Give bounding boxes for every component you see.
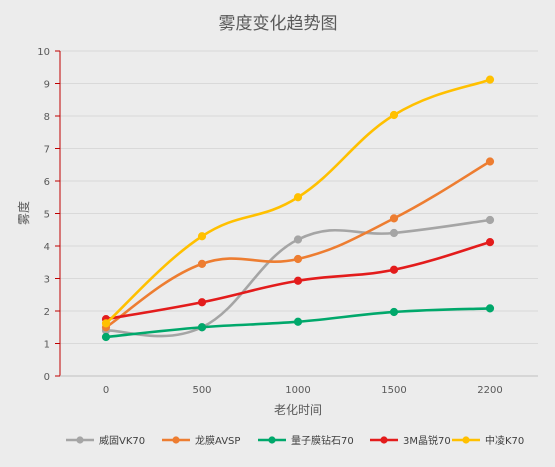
legend: 威固VK70 龙膜AVSP 量子膜钻石70 3M晶锐70 中凌K70 bbox=[66, 434, 524, 447]
data-point bbox=[197, 298, 207, 307]
y-axis-label: 雾度 bbox=[16, 201, 31, 225]
data-point bbox=[485, 75, 495, 84]
data-point bbox=[197, 323, 207, 332]
legend-swatch-marker bbox=[268, 436, 276, 444]
data-point bbox=[485, 238, 495, 247]
data-point bbox=[101, 332, 111, 342]
data-point bbox=[293, 276, 303, 285]
legend-swatch-marker bbox=[76, 436, 84, 444]
data-point bbox=[485, 157, 495, 166]
legend-label: 3M晶锐70 bbox=[403, 434, 451, 447]
y-tick-label: 6 bbox=[44, 177, 50, 188]
data-point bbox=[485, 215, 495, 225]
data-point bbox=[389, 307, 399, 317]
y-tick-label: 0 bbox=[44, 372, 50, 383]
legend-label: 量子膜钻石70 bbox=[291, 434, 354, 447]
series-4 bbox=[101, 75, 495, 328]
gridlines bbox=[60, 50, 538, 344]
legend-item: 龙膜AVSP bbox=[162, 434, 240, 447]
y-tick-label: 5 bbox=[44, 210, 50, 221]
data-point bbox=[101, 319, 111, 328]
series-lines bbox=[101, 75, 495, 342]
legend-item: 中凌K70 bbox=[452, 434, 524, 447]
legend-item: 威固VK70 bbox=[66, 434, 145, 447]
chart-title: 雾度变化趋势图 bbox=[219, 14, 338, 34]
series-1 bbox=[101, 157, 495, 332]
x-tick-labels: 0 500 1000 1500 2200 bbox=[103, 385, 503, 396]
data-point bbox=[389, 110, 399, 120]
y-tick-label: 9 bbox=[44, 80, 50, 91]
series-3 bbox=[101, 238, 495, 324]
data-point bbox=[389, 214, 399, 223]
legend-label: 威固VK70 bbox=[99, 434, 145, 447]
x-tick-label: 500 bbox=[192, 385, 211, 396]
x-tick-label: 2200 bbox=[477, 385, 502, 396]
axes bbox=[55, 50, 538, 377]
data-point bbox=[197, 259, 207, 268]
x-tick-label: 1500 bbox=[381, 385, 406, 396]
x-axis-label: 老化时间 bbox=[274, 403, 322, 417]
legend-swatch-marker bbox=[380, 436, 388, 444]
y-tick-label: 10 bbox=[37, 47, 50, 58]
y-tick-label: 2 bbox=[44, 307, 50, 318]
series-line bbox=[104, 160, 492, 329]
data-point bbox=[485, 304, 495, 313]
legend-swatch-marker bbox=[462, 436, 470, 444]
legend-label: 中凌K70 bbox=[485, 434, 524, 447]
y-tick-labels: 0 1 2 3 4 5 6 7 8 9 10 bbox=[37, 47, 50, 383]
y-tick-label: 8 bbox=[44, 112, 50, 123]
y-tick-label: 3 bbox=[44, 275, 50, 286]
legend-label: 龙膜AVSP bbox=[195, 434, 240, 447]
y-tick-label: 4 bbox=[44, 242, 50, 253]
data-point bbox=[293, 254, 303, 264]
legend-item: 量子膜钻石70 bbox=[258, 434, 354, 447]
series-2 bbox=[101, 304, 495, 342]
y-tick-label: 7 bbox=[44, 145, 50, 156]
data-point bbox=[293, 193, 303, 202]
data-point bbox=[389, 228, 399, 238]
data-point bbox=[197, 232, 207, 241]
legend-item: 3M晶锐70 bbox=[370, 434, 451, 447]
y-tick-label: 1 bbox=[44, 340, 50, 351]
data-point bbox=[389, 265, 399, 274]
data-point bbox=[293, 317, 303, 326]
x-tick-label: 1000 bbox=[285, 385, 310, 396]
data-point bbox=[293, 235, 303, 244]
legend-swatch-marker bbox=[172, 436, 180, 444]
x-tick-label: 0 bbox=[103, 385, 109, 396]
